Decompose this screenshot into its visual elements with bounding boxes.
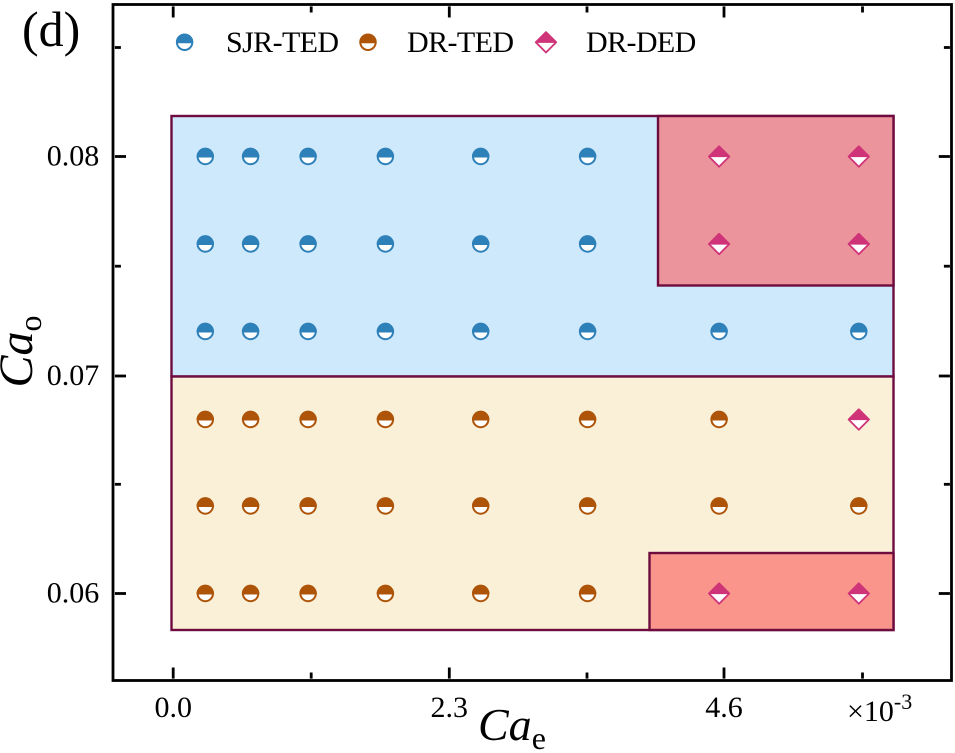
svg-text:(d): (d) (22, 1, 80, 57)
svg-text:2.3: 2.3 (431, 691, 469, 724)
svg-text:0.08: 0.08 (47, 140, 100, 173)
svg-text:4.6: 4.6 (705, 691, 743, 724)
svg-text:×10-3: ×10-3 (847, 689, 912, 728)
svg-text:0.06: 0.06 (47, 577, 100, 610)
svg-text:DR-TED: DR-TED (407, 26, 513, 59)
svg-text:0.07: 0.07 (47, 359, 100, 392)
svg-text:SJR-TED: SJR-TED (226, 26, 338, 59)
svg-text:0.0: 0.0 (154, 691, 192, 724)
svg-text:DR-DED: DR-DED (586, 26, 696, 59)
